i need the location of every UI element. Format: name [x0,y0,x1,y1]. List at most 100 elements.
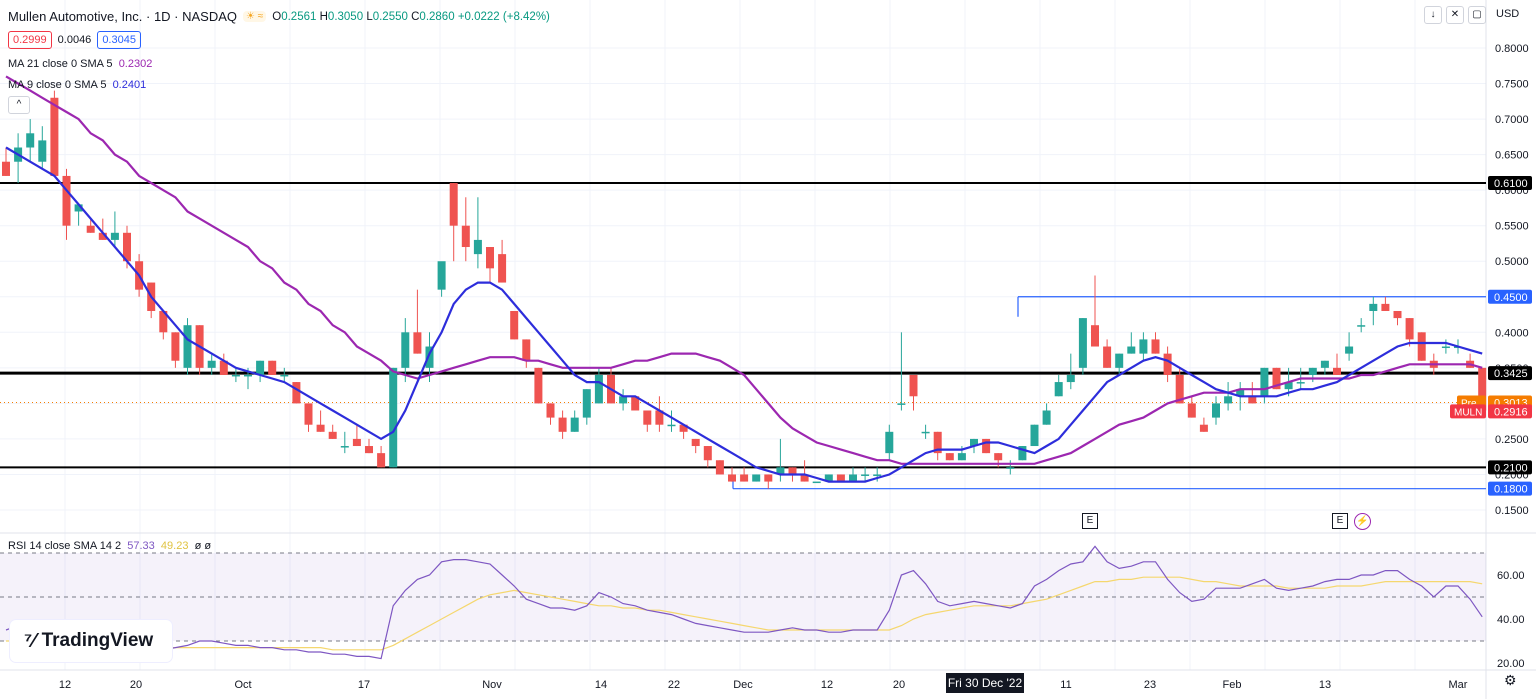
candle-body [909,374,918,397]
ma9-line [5,146,1483,483]
candle-body [1248,396,1257,404]
candle-body [256,360,265,375]
price-tick-label: 0.7500 [1495,79,1529,91]
market-status-icons[interactable]: ☀ ≈ [243,11,267,22]
ma21-line [5,75,1483,465]
rsi-band-fill [0,553,1486,641]
candle-body [849,474,857,482]
ma21-legend[interactable]: MA 21 close 0 SMA 5 0.2302 [8,58,153,70]
collapse-legend-button[interactable]: ^ [8,96,30,114]
candle-body [861,474,870,476]
candle-body [1212,403,1220,418]
candle-body [1296,382,1305,384]
candle-body [1066,374,1075,383]
candle-body [98,232,107,240]
candle-body [1417,332,1426,361]
candle-body [522,339,531,361]
candle-body [715,460,724,475]
candle-body [1163,353,1172,375]
buy-button[interactable]: 0.3045 [97,31,141,49]
move-down-button[interactable]: ↓ [1424,6,1442,24]
candle-body [473,239,482,255]
time-tick-label: 17 [358,679,370,691]
tradingview-logo-icon: ⁷⁄ [24,629,36,652]
candle-body [316,424,325,432]
candle-body [304,403,313,425]
candle-body [1199,424,1208,432]
candle-body [1115,353,1124,368]
currency-selector[interactable]: USD [1496,8,1520,20]
chart-header: Mullen Automotive, Inc. · 1D · NASDAQ ☀ … [8,9,550,24]
candle-body [292,382,301,404]
fullscreen-button[interactable]: ▢ [1468,6,1486,24]
symbol-title[interactable]: Mullen Automotive, Inc. · 1D · NASDAQ [8,9,238,24]
candle-body [534,367,543,404]
candle-body [1151,339,1160,354]
candle-body [1018,446,1027,461]
candle-body [1320,360,1329,368]
rsi-tick-label: 60.00 [1497,570,1525,582]
candle-body [824,474,833,482]
candle-body [982,438,991,454]
earnings-marker[interactable]: E [1082,513,1098,529]
candle-body [957,453,966,461]
candle-body [679,424,688,432]
time-tick-label: 23 [1144,679,1156,691]
pane-toolbar: ↓ ✕ ▢ [1424,6,1486,24]
candle-body [643,410,652,425]
candle-body [231,374,240,377]
price-tag-value-bg [1488,404,1532,419]
candle-body [728,474,736,482]
earnings-marker[interactable]: E [1332,513,1348,529]
price-axis[interactable]: 0.80000.75000.70000.65000.60000.55000.50… [1450,43,1532,670]
maximize-pane-button[interactable]: ✕ [1446,6,1464,24]
candle-body [449,183,458,226]
candle-body [1030,424,1039,447]
time-tick-label: 12 [59,679,71,691]
rsi-legend[interactable]: RSI 14 close SMA 14 2 57.33 49.23 ø ø [8,540,212,552]
ma9-value: 0.2401 [112,79,147,91]
candle-body [764,474,773,482]
candle-body [280,374,289,377]
candle-body [1054,382,1063,397]
price-tick-label: 0.2500 [1495,434,1529,446]
candle-body [510,310,519,340]
price-tick-label: 0.6500 [1495,150,1529,162]
level-price-label: 0.3425 [1494,368,1528,380]
candle-body [377,453,386,468]
time-tick-label: 11 [1060,679,1071,691]
time-tick-label: 12 [821,679,833,691]
rsi-bands [0,552,1486,642]
level-price-tag [1488,460,1532,475]
time-tick-label: 13 [1319,679,1331,691]
candle-body [389,367,398,468]
price-tag-name: Pre [1461,398,1477,409]
candle-body [219,360,228,375]
candle-body [183,325,192,368]
candle-body [1042,410,1051,425]
candle-body [1006,467,1015,469]
candle-body [38,140,47,162]
support-resistance-lines[interactable] [0,182,1486,490]
candle-body [1260,367,1269,397]
candle-body [570,417,579,432]
candle-body [123,232,131,262]
candle-body [461,225,470,248]
level-price-tag [1488,289,1532,304]
sell-button[interactable]: 0.2999 [8,31,52,49]
rsi-lines [5,545,1483,660]
ma9-legend[interactable]: MA 9 close 0 SMA 5 0.2401 [8,79,147,91]
settings-gear-icon[interactable]: ⚙ [1504,672,1517,688]
candle-body [945,453,954,461]
candle-body [1478,367,1487,411]
candle-body [1139,339,1148,354]
candle-body [1381,303,1390,311]
spread-value: 0.0046 [57,34,92,46]
flash-icon[interactable]: ⚡ [1354,513,1371,530]
candle-body [244,374,252,377]
price-tick-label: 0.4000 [1495,327,1529,339]
candle-body [268,360,277,375]
time-axis[interactable]: 12 20 Oct 17 Nov 14 22 Dec 12 20 11 23 Feb 13 Mar [59,679,1468,691]
candle-body [1405,318,1414,340]
